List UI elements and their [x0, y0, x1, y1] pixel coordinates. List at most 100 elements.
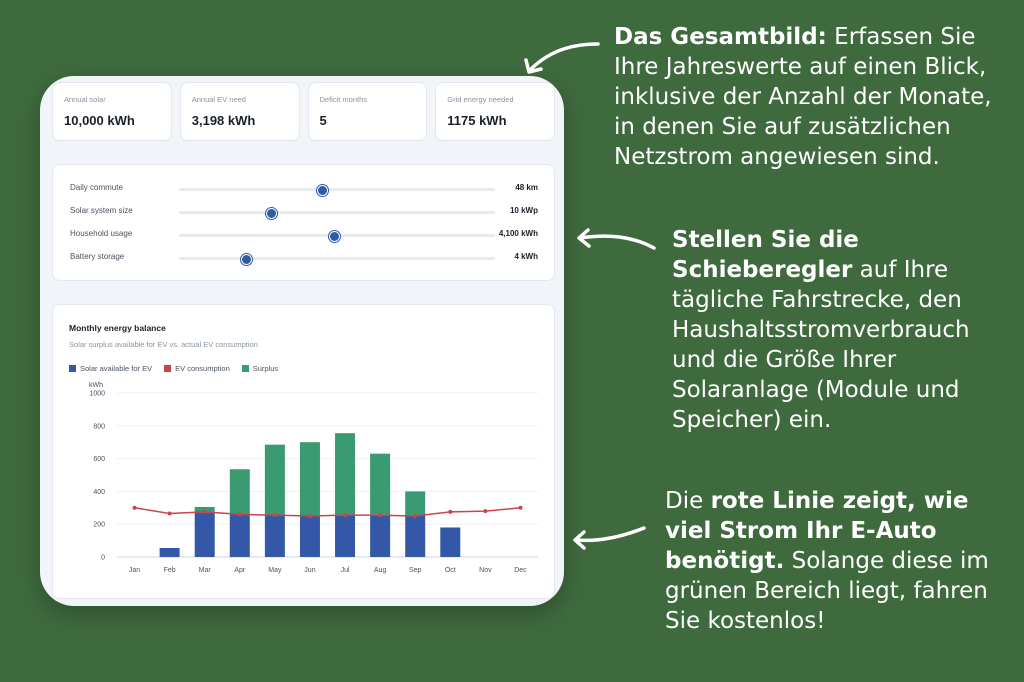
slider-track[interactable] [179, 185, 495, 196]
legend-label: EV consumption [175, 364, 230, 373]
slider-handle[interactable] [316, 185, 328, 196]
x-tick-label: Jan [129, 567, 140, 574]
stat-value: 3,198 kWh [191, 113, 256, 128]
slider-row-household-usage: Household usage 4,100 kWh [70, 228, 538, 242]
y-axis-unit: kWh [89, 382, 103, 389]
slider-value: 4,100 kWh [498, 229, 538, 238]
bar-solar [335, 515, 356, 557]
x-tick-label: Feb [164, 567, 176, 574]
callout-red-line: Die rote Linie zeigt, wie viel Strom Ihr… [665, 486, 995, 636]
slider-label: Solar system size [70, 206, 133, 215]
bar-solar [405, 515, 426, 557]
energy-chart: kWh 0 200 400 600 800 1000 Jan Feb Mar Apr May Jun Ju… [89, 382, 538, 574]
ev-consumption-point [448, 509, 453, 514]
stat-value: 10,000 kWh [64, 113, 135, 128]
ev-consumption-point [307, 514, 312, 518]
bar-surplus [264, 444, 285, 516]
x-tick-label: Sep [409, 567, 422, 574]
x-tick-label: Dec [514, 567, 527, 574]
stat-annual-solar: Annual solar 10,000 kWh [52, 82, 172, 141]
x-tick-label: Jun [304, 567, 315, 574]
slider-value: 48 km [515, 183, 538, 192]
y-tick-label: 200 [93, 522, 105, 529]
x-tick-label: Jul [341, 567, 350, 574]
bar-solar [264, 515, 285, 557]
ev-consumption-point [518, 505, 523, 510]
callout-bold: Das Gesamtbild: [614, 24, 827, 50]
x-tick-label: Mar [199, 567, 212, 574]
arrow-icon [524, 42, 600, 74]
slider-row-solar-size: Solar system size 10 kWp [70, 205, 538, 219]
x-tick-label: Aug [374, 567, 387, 574]
ev-consumption-line [134, 507, 521, 517]
stat-label: Annual solar [64, 95, 106, 104]
slider-row-daily-commute: Daily commute 48 km [70, 182, 538, 196]
chart-legend: Solar available for EV EV consumption Su… [69, 364, 278, 373]
slider-handle[interactable] [266, 208, 278, 219]
ev-consumption-point [343, 513, 348, 518]
stat-value: 1175 kWh [447, 113, 507, 128]
ev-consumption-point [132, 505, 137, 510]
ev-consumption-point [483, 509, 488, 514]
ev-consumption-point [272, 513, 277, 518]
chart-subtitle: Solar surplus available for EV vs. actua… [69, 340, 258, 349]
slider-value: 4 kWh [514, 252, 538, 261]
bar-solar [159, 547, 180, 557]
callout-text: auf Ihre tägliche Fahrstrecke, den Haush… [672, 257, 970, 433]
legend-item-ev: EV consumption [164, 364, 230, 373]
slider-label: Household usage [70, 229, 133, 238]
slider-label: Daily commute [70, 183, 123, 192]
slider-track[interactable] [179, 208, 495, 219]
y-tick-label: 1000 [89, 391, 105, 398]
y-tick-label: 800 [93, 423, 105, 430]
slider-panel: Daily commute 48 km Solar system size 10… [52, 164, 555, 281]
bar-surplus [335, 433, 356, 516]
slider-handle[interactable] [240, 254, 252, 265]
chart-card: Monthly energy balance Solar surplus ava… [52, 304, 555, 599]
ev-consumption-point [413, 514, 418, 518]
bar-solar [370, 514, 391, 557]
bar-surplus [229, 469, 250, 514]
callout-text: Die [665, 488, 711, 514]
slider-track[interactable] [179, 254, 495, 265]
stat-label: Annual EV need [191, 95, 246, 104]
chart-title: Monthly energy balance [69, 323, 166, 333]
y-tick-label: 0 [101, 555, 105, 562]
ev-consumption-point [167, 511, 172, 516]
legend-item-surplus: Surplus [241, 364, 279, 373]
callout-bold: Stellen Sie die Schieberegler [672, 227, 859, 283]
arrow-icon [573, 526, 646, 550]
y-tick-label: 400 [93, 489, 105, 496]
stats-row: Annual solar 10,000 kWh Annual EV need 3… [52, 82, 555, 141]
stat-annual-ev-need: Annual EV need 3,198 kWh [179, 82, 300, 141]
ev-consumption-point [378, 513, 383, 518]
slider-label: Battery storage [70, 252, 125, 261]
bar-solar [194, 512, 215, 557]
bar-surplus [370, 453, 391, 515]
stat-value: 5 [319, 113, 327, 128]
callout-overview: Das Gesamtbild: Erfassen Sie Ihre Jahres… [614, 22, 1004, 172]
stat-deficit-months: Deficit months 5 [307, 82, 428, 141]
bar-solar [440, 527, 461, 557]
stat-label: Deficit months [319, 95, 368, 104]
legend-label: Solar available for EV [80, 364, 153, 373]
y-tick-label: 600 [93, 456, 105, 463]
arrow-icon [577, 228, 656, 250]
x-tick-label: May [268, 567, 282, 574]
legend-swatch [241, 365, 249, 372]
x-tick-label: Apr [234, 567, 246, 574]
ev-consumption-point [202, 509, 207, 514]
legend-item-solar: Solar available for EV [69, 364, 152, 373]
bar-surplus [405, 491, 426, 516]
slider-track[interactable] [179, 231, 495, 242]
bar-solar [299, 516, 320, 557]
ev-consumption-point [237, 512, 242, 517]
legend-label: Surplus [252, 364, 279, 373]
slider-row-battery-storage: Battery storage 4 kWh [70, 251, 538, 265]
stat-grid-energy: Grid energy needed 1175 kWh [435, 82, 555, 141]
slider-handle[interactable] [329, 231, 341, 242]
callout-sliders: Stellen Sie die Schieberegler auf Ihre t… [672, 225, 972, 435]
callout-text: Erfassen Sie Ihre Jahreswerte auf einen … [614, 24, 992, 170]
slider-value: 10 kWp [509, 206, 538, 215]
stat-label: Grid energy needed [447, 95, 514, 104]
